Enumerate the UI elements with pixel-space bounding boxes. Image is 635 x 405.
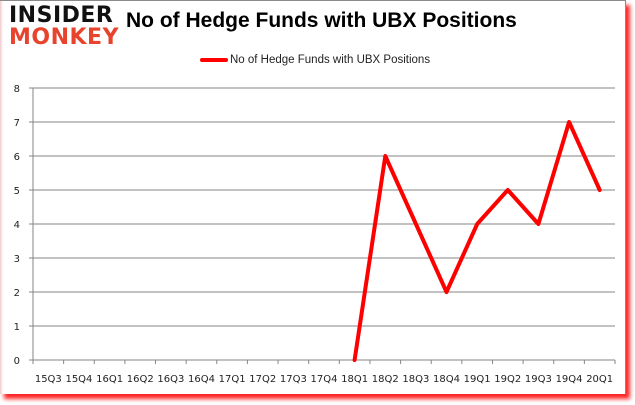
y-tick-label: 8 (14, 84, 20, 95)
y-tick-label: 6 (14, 152, 20, 163)
series-line (352, 120, 602, 362)
x-tick-label: 17Q4 (311, 374, 338, 385)
insider-monkey-logo: INSIDER MONKEY (9, 5, 129, 51)
legend-line-swatch (200, 58, 228, 62)
x-tick-label: 18Q1 (341, 374, 368, 385)
chart-frame (0, 0, 626, 394)
x-tick-label: 20Q1 (586, 374, 613, 385)
x-tick-label: 16Q2 (127, 374, 154, 385)
gridlines (29, 87, 615, 361)
frame-edge (0, 1, 3, 394)
logo-text-insider: INSIDER (9, 3, 114, 28)
y-tick-label: 2 (14, 288, 20, 299)
x-tick-label: 17Q1 (219, 374, 246, 385)
y-tick-label: 1 (14, 322, 20, 333)
x-tick-label: 19Q2 (494, 374, 521, 385)
x-tick-label: 18Q2 (372, 374, 399, 385)
logo-text-monkey: MONKEY (9, 25, 120, 50)
x-tick-label: 17Q3 (280, 374, 307, 385)
y-tick-label: 3 (14, 254, 20, 265)
chart-title: No of Hedge Funds with UBX Positions (126, 9, 517, 32)
x-tick-label: 15Q4 (65, 374, 92, 385)
x-tick-label: 18Q4 (433, 374, 460, 385)
y-tick-label: 4 (14, 220, 20, 231)
y-axis: 0 1 2 3 4 5 6 7 8 (14, 84, 34, 367)
x-tick-label: 16Q4 (188, 374, 215, 385)
x-tick-label: 18Q3 (402, 374, 429, 385)
legend-label: No of Hedge Funds with UBX Positions (230, 54, 431, 66)
x-tick-label: 15Q3 (35, 374, 62, 385)
x-tick-label: 19Q1 (464, 374, 491, 385)
y-tick-label: 5 (14, 186, 20, 197)
x-tick-label: 17Q2 (249, 374, 276, 385)
x-axis: 15Q3 15Q4 16Q1 16Q2 16Q3 16Q4 17Q1 17Q2 17Q3 17Q4… (32, 360, 616, 385)
chart-legend: No of Hedge Funds with UBX Positions (200, 54, 430, 66)
x-tick-label: 16Q1 (96, 374, 123, 385)
x-tick-label: 16Q3 (157, 374, 184, 385)
x-tick-label: 19Q3 (525, 374, 552, 385)
x-tick-label: 19Q4 (556, 374, 583, 385)
y-tick-label: 0 (14, 356, 20, 367)
y-tick-label: 7 (14, 118, 20, 129)
